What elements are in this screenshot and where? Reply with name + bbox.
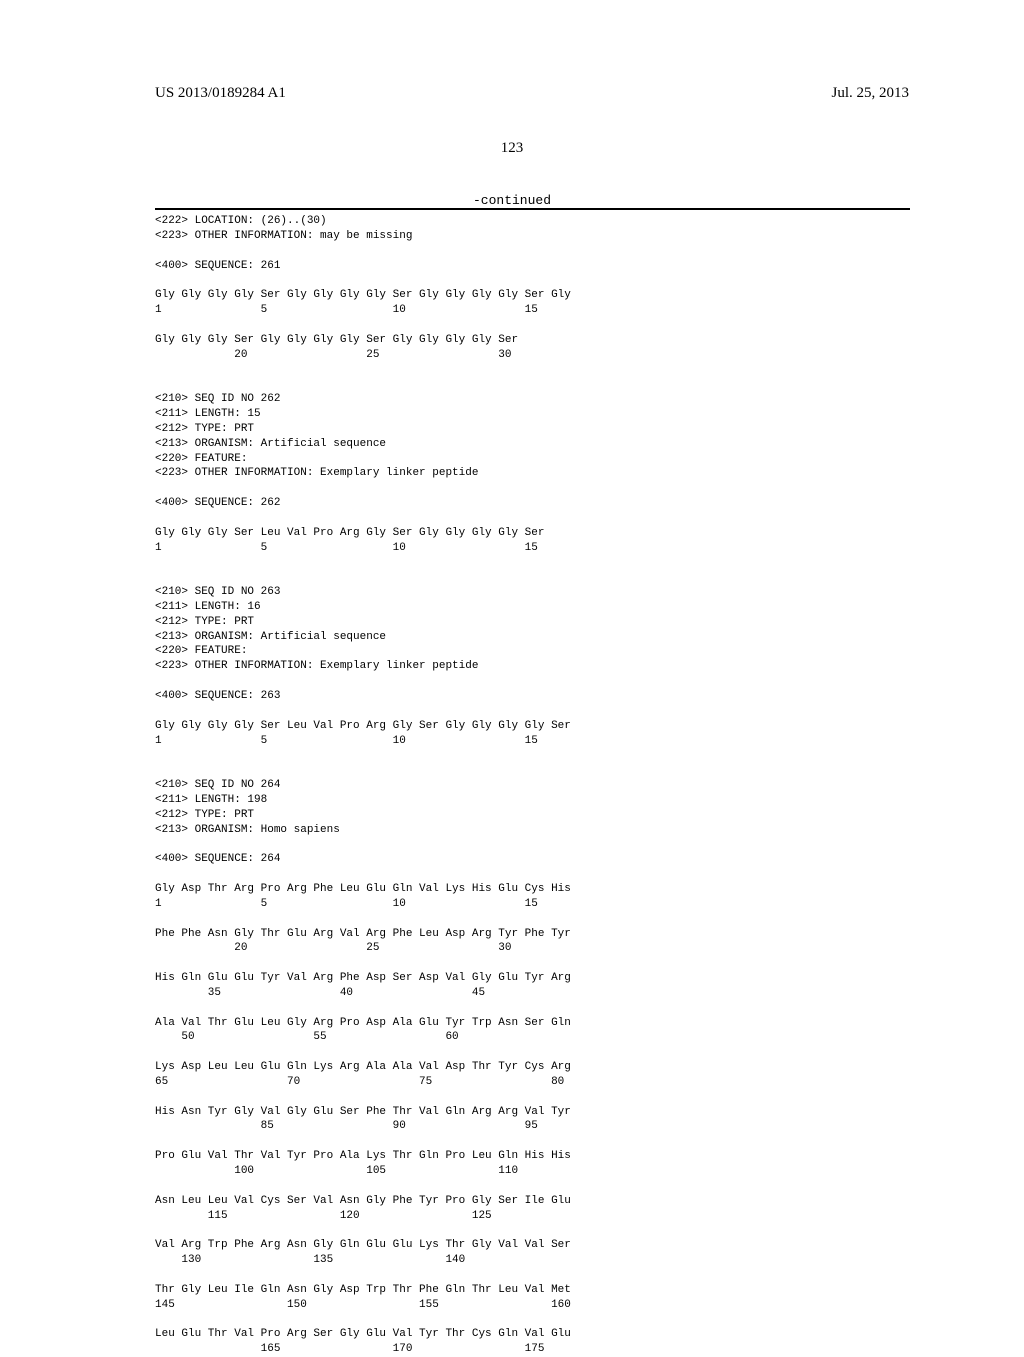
- publication-number: US 2013/0189284 A1: [155, 85, 286, 102]
- publication-date: Jul. 25, 2013: [831, 85, 909, 102]
- continued-label: -continued: [0, 193, 1024, 208]
- horizontal-rule: [155, 208, 910, 210]
- page-number: 123: [0, 140, 1024, 157]
- sequence-content: <222> LOCATION: (26)..(30) <223> OTHER I…: [155, 214, 910, 1357]
